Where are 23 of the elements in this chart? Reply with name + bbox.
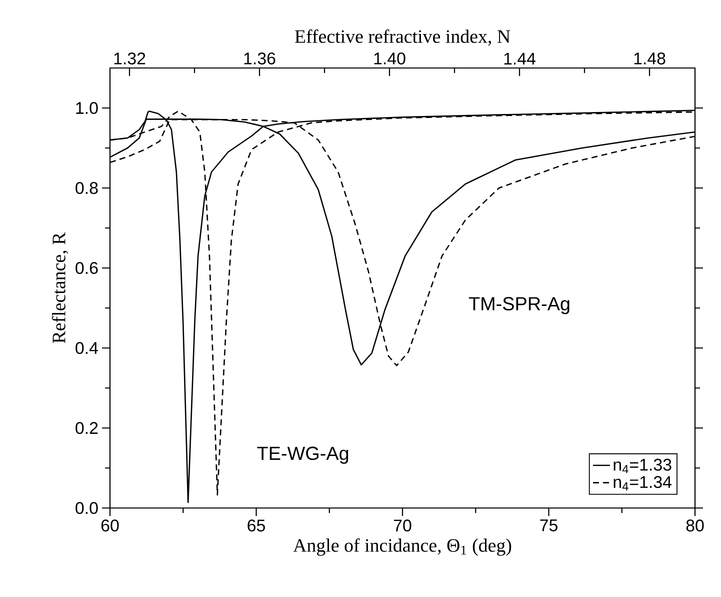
- y-axis-title: Reflectance, R: [52, 232, 68, 344]
- x2-tick-label: 1.32: [114, 52, 146, 64]
- x-tick-label: 70: [394, 520, 412, 532]
- y-tick-label: 0.8: [76, 182, 98, 194]
- x-tick-label: 75: [540, 520, 558, 532]
- y-tick-label: 0.2: [76, 422, 98, 434]
- x-tick-label: 65: [248, 520, 265, 532]
- y-tick-label: 0.0: [76, 502, 98, 514]
- y-tick-label: 0.6: [76, 262, 98, 274]
- x2-tick-label: 1.40: [374, 52, 406, 64]
- x-tick-label: 80: [686, 520, 704, 532]
- x2-tick-label: 1.36: [244, 52, 276, 64]
- annotation: TM-SPR-Ag: [468, 297, 570, 314]
- x2-axis-title: Effective refractive index, N: [294, 29, 510, 46]
- y-tick-label: 0.4: [76, 342, 98, 354]
- y-tick-label: 1.0: [76, 102, 98, 114]
- x2-tick-label: 1.44: [504, 52, 536, 64]
- x-tick-label: 60: [101, 520, 119, 532]
- x-axis-title: Angle of incidance, Θ$_{1}$ (deg): [293, 538, 512, 556]
- x2-tick-label: 1.48: [634, 52, 666, 64]
- legend-label: n$_{4}$=1.33: [614, 458, 672, 474]
- legend-label: n$_{4}$=1.34: [614, 476, 672, 490]
- annotation: TE-WG-Ag: [257, 446, 348, 464]
